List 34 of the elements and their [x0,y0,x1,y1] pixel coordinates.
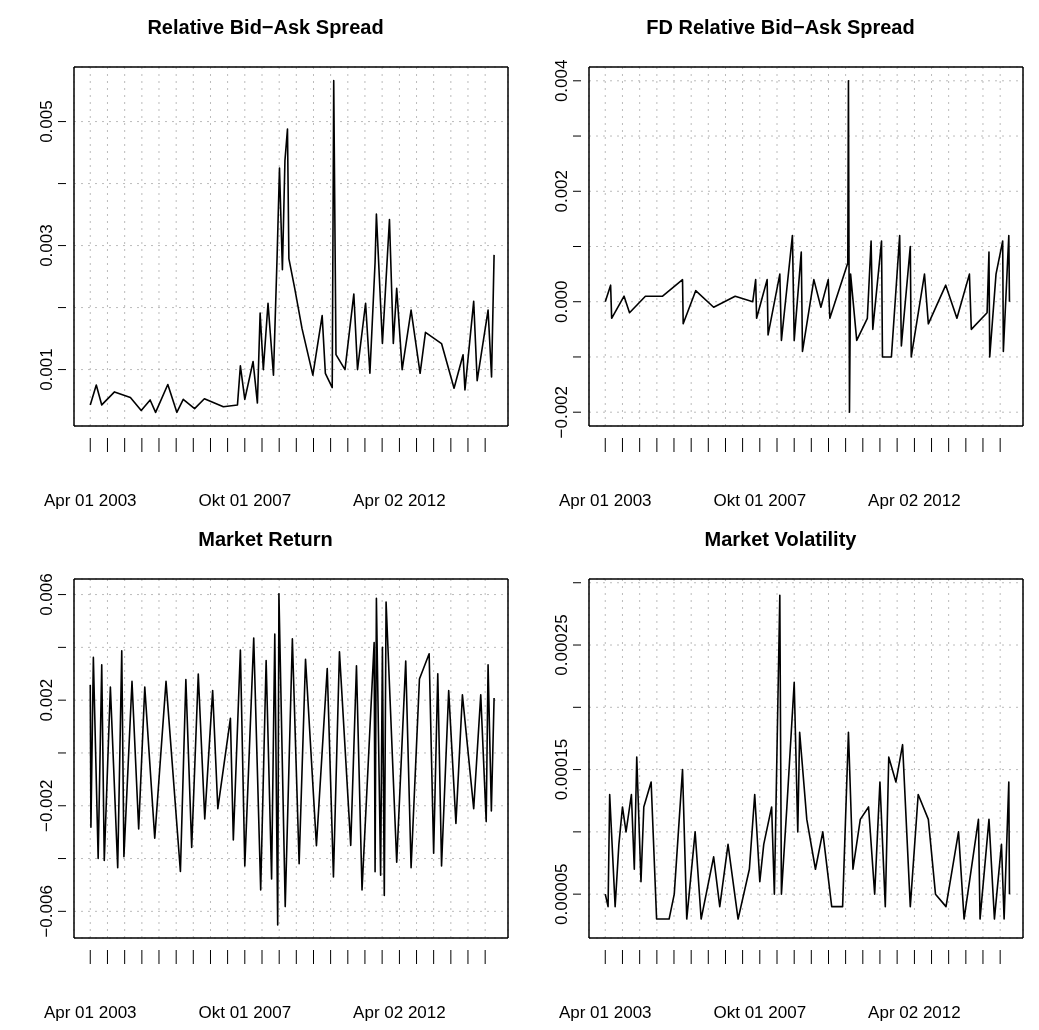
line-series [604,80,1011,413]
chart-title: Market Volatility [703,527,858,552]
x-tick-label: Apr 01 2003 [43,491,137,510]
chart-title: FD Relative Bid−Ask Spread [645,15,916,40]
x-tick-label: Okt 01 2007 [713,491,807,510]
y-tick-label: 0.002 [37,678,56,722]
y-tick-label: 0.004 [552,59,571,103]
x-tick-label: Okt 01 2007 [198,1003,292,1022]
y-tick-label: 0.00025 [552,614,571,676]
x-tick-label: Apr 02 2012 [868,491,961,510]
y-tick-label: 0.006 [37,573,56,616]
chart-title: Market Return [197,527,334,552]
x-tick-label: Okt 01 2007 [713,1003,807,1022]
y-tick-label: 0.000 [552,280,571,323]
line-series [89,592,495,926]
y-tick-label: 0.00015 [552,738,571,801]
x-tick-label: Apr 01 2003 [558,491,652,510]
line-series [89,79,495,414]
y-tick-label: 0.005 [37,100,56,143]
x-tick-label: Okt 01 2007 [198,491,292,510]
y-tick-label: −0.002 [37,779,56,832]
x-tick-label: Apr 01 2003 [558,1003,652,1022]
chart-title: Relative Bid−Ask Spread [146,15,385,40]
line-series [604,594,1011,920]
y-tick-label: 0.003 [37,224,56,267]
y-tick-label: 0.00005 [552,863,571,925]
x-tick-label: Apr 02 2012 [353,491,446,510]
y-tick-label: 0.002 [552,170,571,213]
x-tick-label: Apr 02 2012 [868,1003,961,1022]
x-tick-label: Apr 02 2012 [353,1003,446,1022]
y-tick-label: −0.006 [37,885,56,938]
y-tick-label: 0.001 [37,348,56,391]
x-tick-label: Apr 01 2003 [43,1003,137,1022]
y-tick-label: −0.002 [552,385,571,439]
